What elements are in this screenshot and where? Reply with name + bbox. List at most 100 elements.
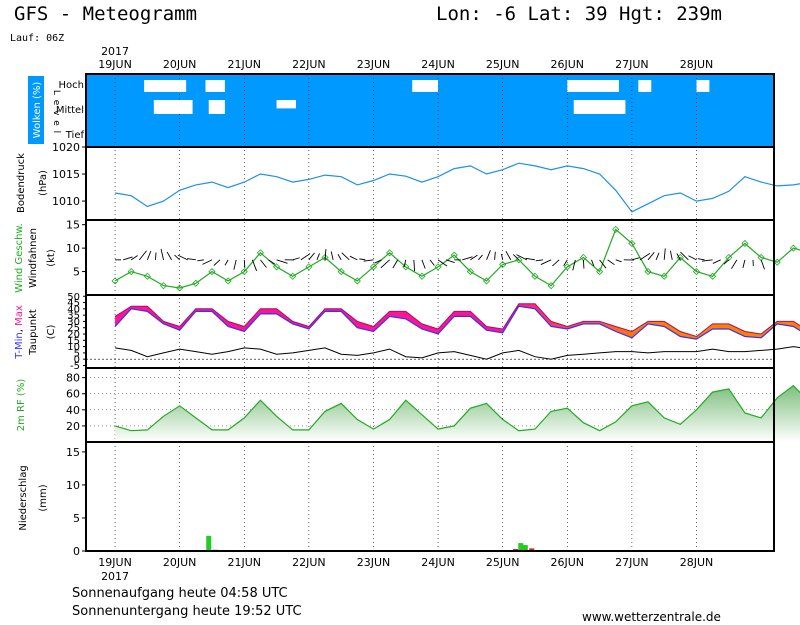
- windfahnen-axis-label: Windfahnen: [28, 228, 39, 288]
- wind-barb: [316, 253, 320, 261]
- wind-marker: [434, 263, 442, 271]
- wind-barb: [500, 253, 504, 260]
- wind-barb: [224, 259, 229, 266]
- wind-barb: [552, 259, 560, 267]
- wind-barb: [146, 250, 152, 261]
- rh-tick-label: 80: [66, 372, 80, 385]
- pressure-line: [115, 162, 800, 213]
- wind-barb: [512, 254, 520, 261]
- day-label-bottom: 23JUN: [357, 556, 391, 569]
- wind-barb: [268, 259, 276, 265]
- temp-tick-label: 0: [74, 355, 80, 366]
- wind-barb: [760, 259, 765, 270]
- day-label-bottom: 25JUN: [486, 556, 520, 569]
- temp-tick-label: 45: [67, 298, 80, 309]
- pressure-tick-label: 1020: [52, 141, 80, 154]
- cloud-patch: [412, 80, 439, 92]
- wind-marker: [159, 282, 168, 290]
- level-axis-label: L e v e l: [51, 90, 61, 134]
- wind-marker: [273, 263, 281, 271]
- day-label-bottom: 26JUN: [551, 556, 585, 569]
- panel-frame: [85, 441, 775, 552]
- wind-barb: [437, 259, 448, 267]
- wind-barb: [421, 259, 426, 269]
- precip-bar: [529, 548, 535, 551]
- precip-tick-label: 15: [66, 446, 80, 459]
- temp-tick-label: -5: [70, 361, 80, 372]
- wind-barb: [462, 256, 473, 261]
- wind-barb: [486, 250, 491, 261]
- cloud-axis-label: Wolken (%): [32, 82, 43, 139]
- wind-barb: [669, 250, 673, 260]
- rh-tick-label: 40: [66, 404, 80, 417]
- pressure-tick-label: 1015: [52, 168, 80, 181]
- wind-marker: [337, 267, 345, 276]
- wind-barb: [374, 259, 382, 264]
- rh-line: [114, 384, 800, 432]
- cloud-patch: [573, 100, 626, 114]
- wind-marker: [482, 277, 491, 285]
- cloud-patch: [144, 80, 187, 92]
- wind-barb: [300, 253, 311, 261]
- day-label-top: 26JUN: [551, 58, 585, 71]
- cloud-patch: [153, 100, 193, 114]
- wind-marker: [466, 267, 474, 276]
- wind-barb: [591, 259, 595, 267]
- day-label-bottom: 21JUN: [228, 556, 262, 569]
- cloud-patch: [567, 80, 619, 92]
- wind-barb: [676, 253, 681, 261]
- tmax-label: Max: [14, 305, 25, 326]
- wind-marker: [450, 251, 458, 259]
- wind-barb: [572, 259, 576, 271]
- wind-barb: [308, 252, 315, 261]
- wind-marker: [725, 253, 733, 262]
- cloud-patch: [208, 100, 225, 114]
- wind-barb: [187, 258, 196, 261]
- wind-marker: [224, 277, 232, 285]
- wind-marker: [386, 249, 394, 257]
- wind-barb: [516, 254, 528, 261]
- wind-barb: [392, 259, 399, 269]
- temp-tick-label: 10: [67, 342, 80, 353]
- pressure-axis-label: Bodendruck: [16, 153, 27, 213]
- sunrise-text: Sonnenaufgang heute 04:58 UTC: [72, 586, 288, 601]
- wind-marker: [628, 239, 636, 248]
- precip-tick-label: 5: [73, 512, 80, 525]
- cloud-patch: [696, 80, 710, 92]
- cloud-level-label: Hoch: [59, 80, 84, 91]
- panels-labels: 19JUN 19JUN 20JUN 20JUN 21JUN 21JUN 22JUN 22JUN…: [14, 45, 713, 583]
- wind-barb: [202, 259, 213, 265]
- wind-axis-label: Wind Geschw.: [14, 223, 25, 293]
- wind-unit-label: (kt): [46, 249, 57, 267]
- wind-marker: [240, 267, 248, 276]
- temp-tick-label: 25: [67, 323, 80, 334]
- wind-barb: [470, 254, 478, 261]
- temp-tick-label: 5: [74, 348, 80, 359]
- wind-marker: [353, 277, 361, 285]
- comma: ,: [14, 326, 25, 332]
- temp-tick-label: 30: [67, 317, 80, 328]
- wind-marker: [369, 263, 378, 271]
- day-label-top: 22JUN: [292, 58, 326, 71]
- cloud-patch: [638, 80, 652, 92]
- cloud-patch: [205, 80, 225, 92]
- day-label-top: 19JUN: [98, 58, 132, 71]
- panel-frame: [85, 219, 775, 296]
- panels-frame: [82, 73, 775, 552]
- wind-barb: [663, 248, 666, 260]
- temp-unit-label: (C): [46, 325, 57, 340]
- wind-marker: [143, 272, 151, 280]
- day-label-bottom: 19JUN: [98, 556, 132, 569]
- wind-marker: [289, 272, 297, 280]
- wind-barb: [160, 248, 164, 260]
- wind-barb: [197, 259, 204, 262]
- wind-barb: [607, 259, 615, 266]
- year-label-top: 2017: [101, 45, 129, 58]
- wind-barb: [712, 259, 721, 264]
- wind-marker: [709, 272, 717, 280]
- wind-barb: [478, 254, 483, 261]
- wind-tick-label: 5: [73, 266, 80, 279]
- wind-marker: [499, 260, 507, 269]
- source-link[interactable]: www.wetterzentrale.de: [582, 610, 721, 624]
- panels-data: [111, 80, 800, 551]
